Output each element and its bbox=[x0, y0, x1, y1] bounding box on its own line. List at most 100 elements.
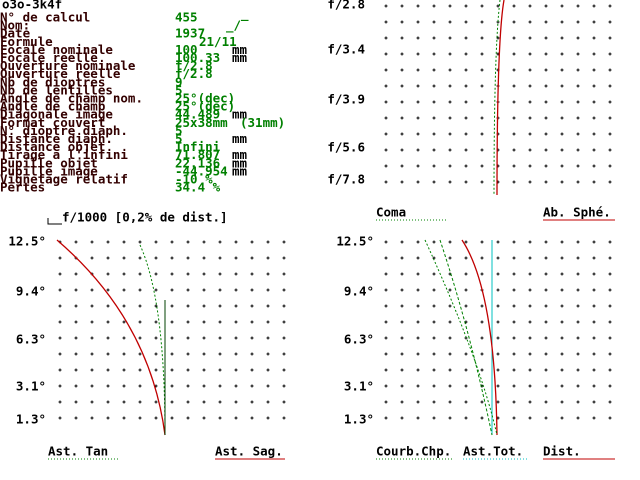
y-label: 3.1° bbox=[344, 379, 374, 394]
grid-dot bbox=[384, 84, 388, 88]
grid-dot bbox=[186, 288, 190, 292]
grid-dot bbox=[432, 368, 436, 372]
grid-dot bbox=[544, 240, 548, 244]
grid-dot bbox=[544, 304, 548, 308]
panel-title: f/1000 [0,2% de dist.] bbox=[62, 210, 228, 225]
grid-dot bbox=[560, 416, 564, 420]
grid-dot bbox=[282, 416, 286, 420]
grid-dot bbox=[576, 148, 580, 152]
param-label: Nb de lentilles bbox=[0, 82, 113, 97]
grid-dot bbox=[186, 256, 190, 260]
grid-dot bbox=[560, 304, 564, 308]
grid-dot bbox=[544, 368, 548, 372]
grid-dot bbox=[464, 148, 468, 152]
grid-dot bbox=[202, 368, 206, 372]
grid-dot bbox=[384, 368, 388, 372]
grid-dot bbox=[432, 304, 436, 308]
grid-dot bbox=[608, 132, 612, 136]
param-label: Focale nominale bbox=[0, 42, 113, 57]
grid-dot bbox=[560, 400, 564, 404]
param-unit: mm bbox=[232, 163, 248, 178]
param-value: 34.4 % bbox=[175, 180, 221, 195]
grid-dot bbox=[186, 272, 190, 276]
grid-dot bbox=[560, 4, 564, 8]
grid-dot bbox=[576, 336, 580, 340]
grid-dot bbox=[58, 400, 62, 404]
grid-dot bbox=[576, 100, 580, 104]
grid-dot bbox=[384, 320, 388, 324]
param-value: 25°(dec) bbox=[175, 91, 235, 106]
grid-dot bbox=[544, 20, 548, 24]
grid-dot bbox=[528, 272, 532, 276]
grid-dot bbox=[416, 100, 420, 104]
grid-dot bbox=[384, 148, 388, 152]
grid-dot bbox=[416, 320, 420, 324]
grid-dot bbox=[400, 240, 404, 244]
grid-dot bbox=[282, 304, 286, 308]
grid-dot bbox=[384, 100, 388, 104]
grid-dot bbox=[512, 416, 516, 420]
grid-dot bbox=[384, 36, 388, 40]
grid-dot bbox=[234, 400, 238, 404]
grid-dot bbox=[250, 400, 254, 404]
grid-dot bbox=[416, 368, 420, 372]
param-label: Pertes bbox=[0, 180, 45, 195]
grid-dot bbox=[282, 384, 286, 388]
grid-dot bbox=[170, 400, 174, 404]
grid-dot bbox=[464, 240, 468, 244]
grid-dot bbox=[58, 352, 62, 356]
grid-dot bbox=[592, 20, 596, 24]
grid-dot bbox=[512, 272, 516, 276]
grid-dot bbox=[576, 240, 580, 244]
y-label: f/2.8 bbox=[327, 0, 365, 12]
grid-dot bbox=[608, 336, 612, 340]
grid-dot bbox=[138, 400, 142, 404]
grid-dot bbox=[432, 384, 436, 388]
grid-dot bbox=[576, 68, 580, 72]
grid-dot bbox=[384, 68, 388, 72]
grid-dot bbox=[592, 304, 596, 308]
grid-dot bbox=[512, 84, 516, 88]
grid-dot bbox=[202, 272, 206, 276]
grid-dot bbox=[218, 304, 222, 308]
grid-dot bbox=[432, 4, 436, 8]
grid-dot bbox=[90, 320, 94, 324]
grid-dot bbox=[122, 384, 126, 388]
grid-dot bbox=[266, 272, 270, 276]
grid-dot bbox=[106, 400, 110, 404]
grid-dot bbox=[170, 320, 174, 324]
grid-dot bbox=[266, 400, 270, 404]
grid-dot bbox=[480, 100, 484, 104]
grid-dot bbox=[448, 148, 452, 152]
grid-dot bbox=[560, 352, 564, 356]
grid-dot bbox=[250, 320, 254, 324]
grid-dot bbox=[400, 256, 404, 260]
param-label: Ouverture nominale bbox=[0, 58, 136, 73]
grid-dot bbox=[400, 84, 404, 88]
grid-dot bbox=[416, 384, 420, 388]
grid-dot bbox=[544, 180, 548, 184]
grid-dot bbox=[608, 416, 612, 420]
grid-dot bbox=[608, 384, 612, 388]
grid-dot bbox=[464, 272, 468, 276]
grid-dot bbox=[544, 164, 548, 168]
grid-dot bbox=[416, 400, 420, 404]
grid-dot bbox=[544, 416, 548, 420]
grid-dot bbox=[560, 84, 564, 88]
grid-dot bbox=[448, 256, 452, 260]
grid-dot bbox=[528, 240, 532, 244]
grid-dot bbox=[576, 84, 580, 88]
grid-dot bbox=[138, 336, 142, 340]
grid-dot bbox=[560, 240, 564, 244]
grid-dot bbox=[218, 368, 222, 372]
grid-dot bbox=[154, 256, 158, 260]
grid-dot bbox=[282, 336, 286, 340]
grid-dot bbox=[58, 288, 62, 292]
grid-dot bbox=[154, 272, 158, 276]
grid-dot bbox=[528, 320, 532, 324]
grid-dot bbox=[234, 304, 238, 308]
grid-dot bbox=[496, 288, 500, 292]
grid-dot bbox=[400, 400, 404, 404]
grid-dot bbox=[266, 384, 270, 388]
grid-dot bbox=[202, 400, 206, 404]
